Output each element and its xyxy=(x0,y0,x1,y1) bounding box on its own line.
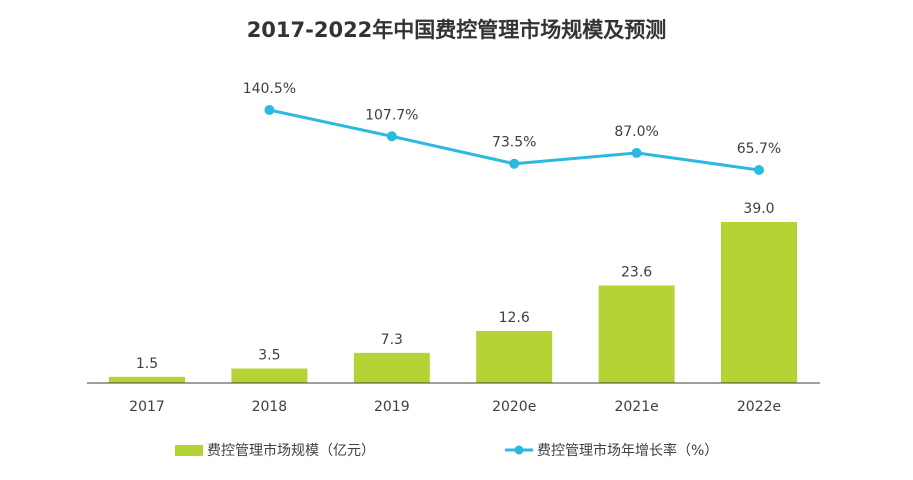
line-data-label: 87.0% xyxy=(614,124,658,140)
bar xyxy=(598,285,675,383)
x-tick-label: 2018 xyxy=(252,399,288,415)
line-data-label: 73.5% xyxy=(492,135,536,151)
legend-bar-label: 费控管理市场规模（亿元） xyxy=(207,443,375,459)
legend-bar-swatch xyxy=(175,444,203,456)
line-point xyxy=(264,105,275,115)
x-tick-label: 2021e xyxy=(614,399,658,415)
x-tick-label: 2019 xyxy=(374,399,410,415)
line-data-label: 140.5% xyxy=(243,81,296,97)
bar xyxy=(109,376,185,383)
bar-data-label: 3.5 xyxy=(258,348,280,364)
chart-title: 2017-2022年中国费控管理市场规模及预测 xyxy=(246,18,667,42)
bar-data-label: 39.0 xyxy=(743,201,774,217)
line-point xyxy=(509,158,520,169)
bar xyxy=(721,221,797,383)
line-point xyxy=(631,147,642,158)
bar-data-label: 23.6 xyxy=(621,265,652,281)
line-data-label: 65.7% xyxy=(737,141,781,157)
legend-item-bar: 费控管理市场规模（亿元） xyxy=(175,440,375,460)
x-tick-label: 2022e xyxy=(737,399,781,415)
bar xyxy=(231,368,308,383)
bar-data-label: 1.5 xyxy=(136,356,158,372)
bar xyxy=(476,330,553,383)
x-tick-label: 2020e xyxy=(492,399,536,415)
bar xyxy=(353,352,430,383)
legend-line-label: 费控管理市场年增长率（%） xyxy=(537,443,719,459)
bar-data-label: 12.6 xyxy=(499,310,530,326)
legend-item-line: 费控管理市场年增长率（%） xyxy=(505,440,718,460)
x-tick-label: 2017 xyxy=(129,399,165,415)
line-point xyxy=(754,164,764,175)
bar-data-label: 7.3 xyxy=(381,332,403,348)
line-data-label: 107.7% xyxy=(365,107,418,123)
line-point xyxy=(386,131,397,142)
legend-line-swatch xyxy=(505,445,533,455)
